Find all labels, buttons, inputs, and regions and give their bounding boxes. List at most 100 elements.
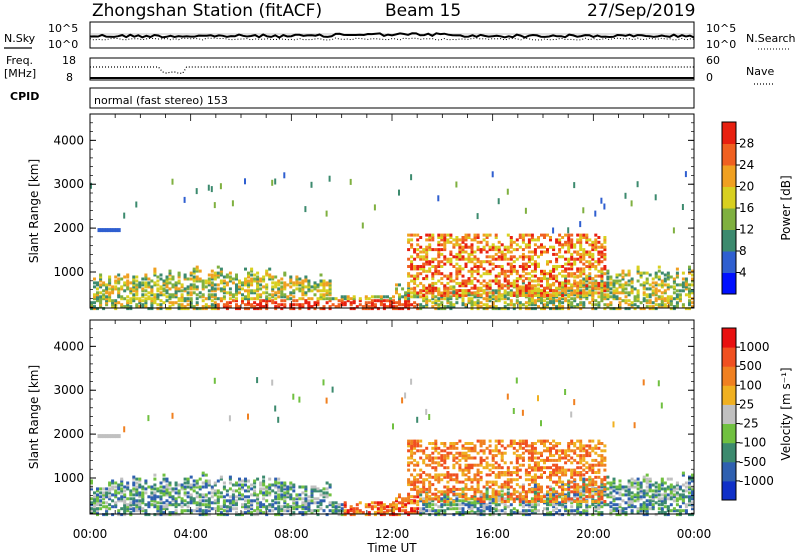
cell bbox=[525, 208, 527, 214]
cell bbox=[637, 280, 640, 283]
cell bbox=[398, 283, 401, 286]
cell bbox=[425, 238, 428, 241]
cell bbox=[274, 297, 277, 300]
cell bbox=[600, 275, 603, 278]
cell bbox=[244, 295, 247, 298]
cell bbox=[226, 281, 229, 284]
cell bbox=[619, 291, 622, 294]
cell bbox=[144, 491, 147, 494]
cell bbox=[262, 497, 265, 500]
cell bbox=[311, 486, 314, 489]
cell bbox=[229, 499, 232, 502]
cell bbox=[304, 497, 307, 500]
cell bbox=[582, 464, 585, 467]
cell bbox=[389, 297, 392, 300]
cell bbox=[232, 293, 235, 296]
cell bbox=[567, 442, 570, 445]
cell bbox=[268, 293, 271, 296]
cell bbox=[449, 452, 452, 455]
cell bbox=[597, 258, 600, 261]
cell bbox=[153, 293, 156, 296]
cell bbox=[567, 280, 570, 283]
cell bbox=[477, 234, 480, 237]
cell bbox=[570, 238, 573, 241]
cell bbox=[477, 213, 479, 219]
cell bbox=[582, 234, 585, 237]
cell bbox=[428, 442, 431, 445]
cell bbox=[540, 495, 543, 498]
cell bbox=[625, 193, 627, 199]
cell bbox=[226, 291, 229, 294]
cell bbox=[655, 287, 658, 290]
cell bbox=[576, 471, 579, 474]
cell bbox=[286, 283, 289, 286]
cell bbox=[425, 270, 428, 273]
cell bbox=[519, 275, 522, 278]
cell bbox=[446, 258, 449, 261]
cell bbox=[455, 497, 458, 500]
cell bbox=[181, 497, 184, 500]
cell bbox=[286, 295, 289, 298]
cell bbox=[570, 272, 573, 275]
cell bbox=[238, 491, 241, 494]
cell bbox=[564, 297, 567, 300]
cell bbox=[501, 294, 504, 297]
cell bbox=[455, 301, 458, 304]
cell bbox=[510, 461, 513, 464]
cell bbox=[205, 303, 208, 306]
colorbar-tick-label: 8 bbox=[739, 244, 747, 258]
cell bbox=[519, 287, 522, 290]
cell bbox=[594, 211, 596, 217]
cell bbox=[546, 260, 549, 263]
cell bbox=[519, 476, 522, 479]
cell bbox=[428, 260, 431, 263]
cell bbox=[446, 275, 449, 278]
cell bbox=[175, 301, 178, 304]
cell bbox=[407, 449, 410, 452]
cell bbox=[304, 276, 307, 279]
cell bbox=[163, 293, 166, 296]
cell bbox=[105, 501, 108, 504]
cell bbox=[217, 303, 220, 306]
cell bbox=[428, 454, 431, 457]
cell bbox=[175, 497, 178, 500]
cell bbox=[120, 285, 123, 288]
cell bbox=[555, 459, 558, 462]
cell bbox=[110, 228, 113, 232]
cell bbox=[431, 282, 434, 285]
cell bbox=[172, 276, 175, 279]
cell bbox=[135, 297, 138, 300]
cell bbox=[446, 234, 449, 237]
cell bbox=[380, 501, 383, 504]
cell bbox=[480, 471, 483, 474]
cell bbox=[474, 284, 477, 287]
cell bbox=[229, 415, 231, 421]
cell bbox=[437, 490, 440, 493]
cell bbox=[452, 243, 455, 246]
cell bbox=[486, 457, 489, 460]
cell bbox=[229, 495, 232, 498]
cell bbox=[356, 507, 359, 510]
cell bbox=[549, 471, 552, 474]
cell bbox=[166, 478, 169, 481]
cell bbox=[117, 274, 120, 277]
cell bbox=[649, 287, 652, 290]
cell bbox=[561, 466, 564, 469]
cell bbox=[383, 299, 386, 302]
cell bbox=[419, 457, 422, 460]
cell bbox=[256, 377, 258, 383]
cell bbox=[483, 272, 486, 275]
cell bbox=[443, 509, 446, 512]
cell bbox=[217, 272, 220, 275]
cell bbox=[534, 447, 537, 450]
cell bbox=[217, 489, 220, 492]
cell bbox=[407, 258, 410, 261]
cell bbox=[634, 303, 637, 306]
cell bbox=[516, 454, 519, 457]
cell bbox=[597, 270, 600, 273]
cell bbox=[416, 265, 419, 268]
cell bbox=[326, 482, 329, 485]
cell bbox=[434, 466, 437, 469]
cell bbox=[495, 473, 498, 476]
cell bbox=[468, 234, 471, 237]
